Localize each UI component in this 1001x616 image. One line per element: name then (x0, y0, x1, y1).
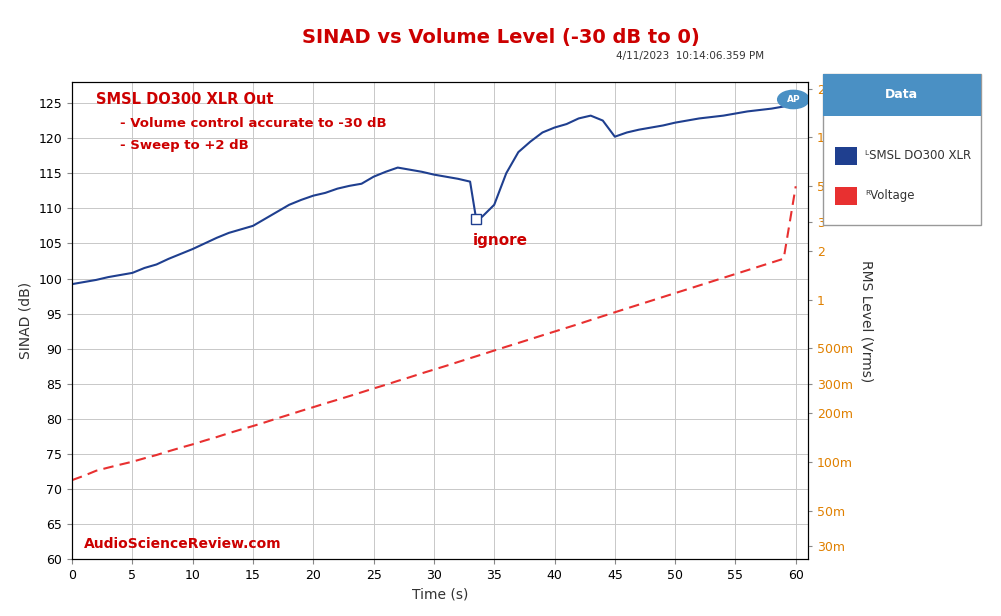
Text: 4/11/2023  10:14:06.359 PM: 4/11/2023 10:14:06.359 PM (616, 51, 764, 60)
Text: AP: AP (787, 95, 800, 104)
Text: SMSL DO300 XLR Out: SMSL DO300 XLR Out (96, 92, 273, 107)
Text: ᴸSMSL DO300 XLR: ᴸSMSL DO300 XLR (865, 149, 971, 163)
Text: SINAD vs Volume Level (-30 dB to 0): SINAD vs Volume Level (-30 dB to 0) (301, 28, 700, 47)
Text: Data: Data (885, 88, 919, 102)
Text: AudioScienceReview.com: AudioScienceReview.com (84, 537, 281, 551)
Text: - Volume control accurate to -30 dB: - Volume control accurate to -30 dB (120, 117, 387, 130)
X-axis label: Time (s): Time (s) (411, 588, 468, 602)
Y-axis label: RMS Level (Vrms): RMS Level (Vrms) (860, 259, 874, 382)
Text: ignore: ignore (472, 233, 528, 248)
Text: - Sweep to +2 dB: - Sweep to +2 dB (120, 139, 249, 153)
Text: ᴿVoltage: ᴿVoltage (865, 189, 914, 203)
Y-axis label: SINAD (dB): SINAD (dB) (19, 282, 33, 359)
Circle shape (778, 91, 809, 108)
